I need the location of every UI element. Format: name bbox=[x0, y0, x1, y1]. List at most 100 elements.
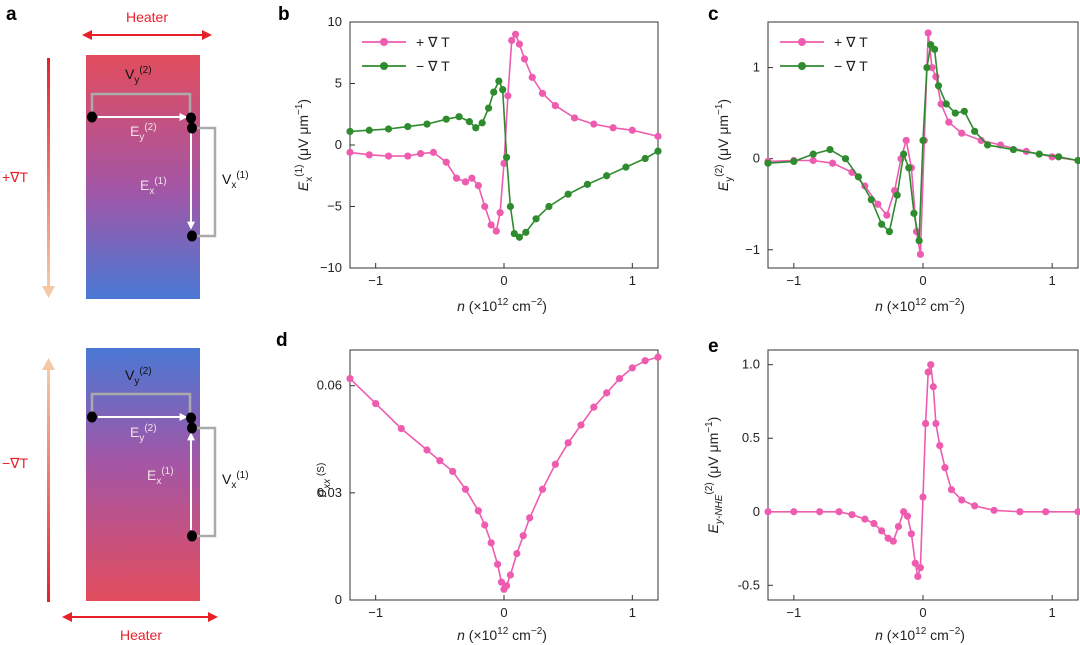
ylabel-e: Ey-NHE(2) (μV μm−1) bbox=[704, 417, 725, 534]
data-point bbox=[958, 129, 966, 137]
gradient-label-top: +∇T bbox=[2, 169, 29, 185]
xlabel-c-close: ) bbox=[960, 298, 965, 314]
data-point bbox=[990, 506, 998, 514]
data-point bbox=[915, 237, 923, 245]
data-point bbox=[538, 485, 547, 493]
ylabel-e-unit: (μV μm bbox=[705, 433, 721, 483]
y-tick-label: 1 bbox=[753, 60, 760, 75]
ylabel-c-var: E bbox=[715, 181, 731, 191]
ylabel-b-var: E bbox=[295, 181, 311, 191]
legend-label: − ∇ T bbox=[416, 58, 450, 74]
ylabel-d-unit: (S) bbox=[316, 463, 327, 479]
vx-label-top-sup: (1) bbox=[236, 170, 248, 181]
data-point bbox=[1042, 508, 1050, 516]
data-point bbox=[971, 502, 979, 510]
data-point bbox=[570, 114, 579, 122]
data-point bbox=[508, 36, 516, 45]
data-point bbox=[472, 124, 480, 132]
data-point bbox=[874, 200, 882, 208]
data-point bbox=[522, 228, 530, 236]
data-point bbox=[870, 519, 878, 528]
xlabel-e-unit: cm bbox=[926, 627, 949, 643]
ylabel-e-sup: (2) bbox=[704, 482, 715, 494]
data-point bbox=[528, 73, 536, 81]
y-tick-label: 0 bbox=[335, 137, 342, 152]
contact-dot bbox=[87, 111, 97, 123]
ex-label-bottom-sub: x bbox=[156, 476, 161, 487]
x-tick-label: 1 bbox=[1049, 273, 1056, 288]
data-point bbox=[416, 150, 425, 158]
data-point bbox=[764, 159, 772, 167]
sample-bar-top bbox=[86, 55, 200, 299]
data-point bbox=[622, 163, 630, 171]
data-point bbox=[506, 202, 515, 211]
data-point bbox=[455, 113, 463, 121]
panel-label-c: c bbox=[708, 4, 719, 25]
data-point bbox=[490, 88, 498, 96]
data-point bbox=[449, 467, 457, 476]
ylabel-b-unit-exp: −1 bbox=[294, 103, 305, 115]
panel-label-d: d bbox=[276, 330, 288, 351]
vx-wire-bottom bbox=[192, 426, 217, 538]
data-point bbox=[429, 148, 438, 156]
data-point bbox=[977, 136, 985, 145]
xlabel-d-unit: cm bbox=[508, 627, 531, 643]
x-tick-label: −1 bbox=[786, 605, 801, 620]
xlabel-c-n: n bbox=[875, 298, 883, 314]
data-point bbox=[502, 153, 511, 161]
vy-wire-bottom bbox=[90, 392, 192, 416]
data-point bbox=[928, 63, 936, 72]
data-point bbox=[983, 141, 992, 149]
y-tick-label: -0.5 bbox=[738, 577, 760, 592]
data-point bbox=[907, 530, 915, 538]
data-point bbox=[927, 361, 935, 369]
y-tick-label: 0.03 bbox=[317, 485, 342, 500]
data-point bbox=[496, 209, 504, 217]
data-point bbox=[910, 209, 918, 217]
x-tick-label: 1 bbox=[1049, 605, 1056, 620]
data-point bbox=[816, 508, 824, 516]
data-point bbox=[951, 109, 959, 117]
data-point bbox=[841, 155, 850, 163]
panel-label-e: e bbox=[708, 336, 719, 357]
ey-label-top-sub: y bbox=[139, 132, 144, 143]
x-tick-label: 1 bbox=[629, 605, 636, 620]
data-point bbox=[958, 496, 966, 504]
y-tick-label: 0 bbox=[753, 151, 760, 166]
contact-dot bbox=[187, 230, 197, 242]
xlabel-b: n (×1012 cm−2) bbox=[457, 297, 547, 314]
data-point bbox=[346, 127, 354, 136]
x-tick-label: 0 bbox=[500, 605, 507, 620]
x-tick-label: −1 bbox=[368, 605, 383, 620]
data-point bbox=[461, 178, 470, 186]
data-point bbox=[1016, 508, 1024, 516]
data-point bbox=[929, 383, 937, 391]
data-point bbox=[526, 514, 534, 522]
xlabel-d: n (×1012 cm−2) bbox=[457, 626, 547, 643]
ylabel-b-unit: (μV μm bbox=[295, 115, 311, 165]
data-point bbox=[468, 174, 476, 182]
data-point bbox=[384, 152, 393, 160]
vy-label-bottom-sub: y bbox=[134, 376, 139, 387]
y-tick-label: −5 bbox=[327, 199, 342, 214]
data-point bbox=[854, 173, 863, 181]
y-tick-label: −1 bbox=[745, 242, 760, 257]
data-point bbox=[936, 441, 944, 450]
data-point bbox=[924, 368, 932, 376]
data-point bbox=[971, 127, 979, 135]
gradient-arrowhead-top bbox=[42, 286, 55, 298]
ex-label-top-sub: x bbox=[149, 186, 154, 197]
ey-label-bottom-sub: y bbox=[139, 433, 144, 444]
data-point bbox=[889, 537, 897, 545]
ylabel-d-var: σ bbox=[313, 488, 329, 497]
data-point bbox=[654, 147, 662, 155]
data-point bbox=[1074, 156, 1080, 165]
x-tick-label: −1 bbox=[368, 273, 383, 288]
data-point bbox=[487, 221, 495, 229]
legend-marker bbox=[380, 62, 388, 70]
data-point bbox=[924, 29, 932, 37]
xlabel-b-unit: cm bbox=[508, 298, 531, 314]
data-point bbox=[510, 229, 518, 238]
